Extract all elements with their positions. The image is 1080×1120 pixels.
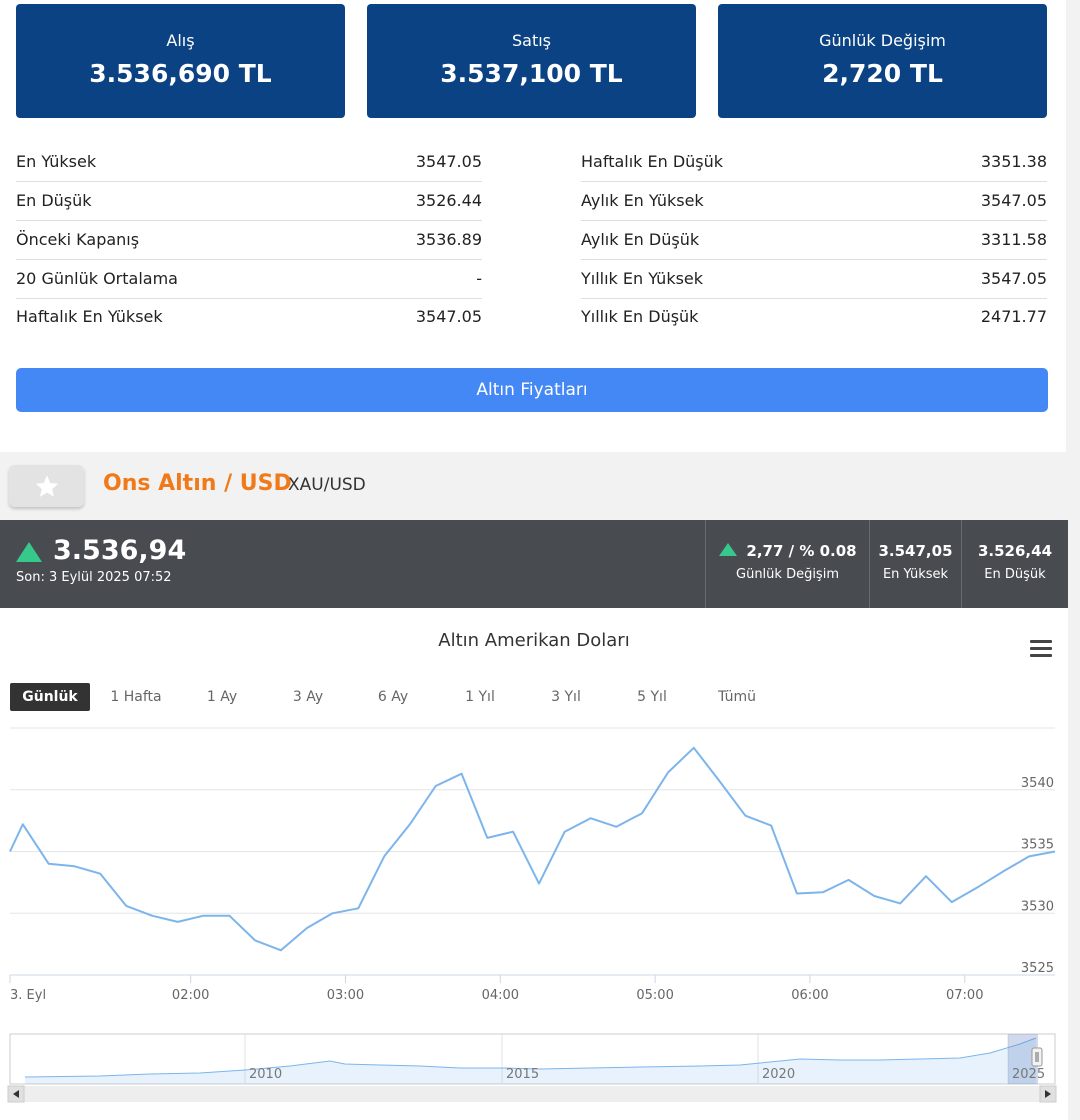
y-tick-label: 3540 [1021, 776, 1054, 791]
sell-price-card: Satış 3.537,100 TL [367, 4, 696, 118]
daily-low-cell: 3.526,44 En Düşük [961, 520, 1068, 608]
stat-value: 3536.89 [415, 230, 482, 249]
quote-change: 2,77 / % 0.08 [746, 542, 857, 560]
stat-row-20day-avg: 20 Günlük Ortalama - [16, 260, 482, 299]
sell-label: Satış [511, 31, 551, 50]
quote-high-label: En Yüksek [882, 567, 949, 582]
daily-change-value: 2,720 TL [822, 59, 943, 88]
x-tick-label: 03:00 [327, 988, 364, 1003]
stat-value: 3311.58 [980, 230, 1047, 249]
navigator-line [24, 1037, 1037, 1078]
buy-price-card: Alış 3.536,690 TL [16, 4, 345, 118]
y-tick-label: 3530 [1021, 899, 1054, 914]
quote-change-label: Günlük Değişim [736, 567, 839, 582]
x-tick-label: 06:00 [791, 988, 828, 1003]
y-tick-label: 3525 [1021, 961, 1054, 976]
stat-row-monthly-high: Aylık En Yüksek 3547.05 [581, 182, 1047, 221]
buy-value: 3.536,690 TL [89, 59, 272, 88]
stat-label: Aylık En Yüksek [581, 191, 704, 210]
range-button-6-month[interactable]: 6 Ay [377, 689, 409, 705]
stat-label: Yıllık En Yüksek [581, 269, 704, 288]
stat-value: 3547.05 [980, 269, 1047, 288]
price-summary-panel: Alış 3.536,690 TL Satış 3.537,100 TL Gün… [0, 0, 1066, 452]
stat-label: Aylık En Düşük [581, 230, 700, 249]
up-arrow-icon [16, 542, 42, 562]
navigator-label: 2010 [249, 1067, 282, 1082]
stat-row-weekly-high: Haftalık En Yüksek 3547.05 [16, 298, 482, 337]
instrument-code: XAU/USD [288, 475, 366, 495]
daily-change-cell: 2,77 / % 0.08 Günlük Değişim [705, 520, 869, 608]
stat-label: Haftalık En Düşük [581, 152, 724, 171]
gold-prices-button[interactable]: Altın Fiyatları [16, 368, 1048, 412]
daily-high-cell: 3.547,05 En Yüksek [869, 520, 961, 608]
stat-label: Önceki Kapanış [16, 230, 140, 249]
x-tick-label: 02:00 [172, 988, 209, 1003]
daily-change-card: Günlük Değişim 2,720 TL [718, 4, 1047, 118]
instrument-title: Ons Altın / USD [103, 471, 292, 496]
range-button-1-month[interactable]: 1 Ay [206, 689, 238, 705]
quote-low-label: En Düşük [984, 567, 1046, 582]
quote-low: 3.526,44 [977, 542, 1053, 560]
navigator-scrollbar[interactable] [8, 1086, 1056, 1102]
x-tick-label: 05:00 [636, 988, 673, 1003]
stat-value: 3547.05 [415, 152, 482, 171]
buy-label: Alış [166, 31, 195, 50]
quote-high: 3.547,05 [878, 542, 953, 560]
navigator-label: 2025 [1012, 1067, 1045, 1082]
sell-value: 3.537,100 TL [440, 59, 623, 88]
chart-menu-icon[interactable] [1030, 640, 1052, 658]
navigator-handle[interactable] [1031, 1047, 1043, 1067]
range-button-1-week[interactable]: 1 Hafta [110, 689, 162, 705]
range-button-1-year[interactable]: 1 Yıl [465, 689, 495, 705]
scroll-left-icon [13, 1090, 19, 1098]
quote-bar: 3.536,94 Son: 3 Eylül 2025 07:52 2,77 / … [0, 520, 1068, 608]
range-button-all[interactable]: Tümü [717, 689, 756, 705]
scroll-right-icon [1045, 1090, 1051, 1098]
stat-row-low: En Düşük 3526.44 [16, 182, 482, 221]
navigator-frame [9, 1033, 1056, 1085]
range-button-3-month[interactable]: 3 Ay [292, 689, 324, 705]
range-button-3-year[interactable]: 3 Yıl [551, 689, 581, 705]
favorite-button[interactable] [9, 465, 84, 507]
navigator-area [25, 1038, 1036, 1084]
chart-title: Altın Amerikan Doları [438, 630, 630, 651]
stat-row-weekly-low: Haftalık En Düşük 3351.38 [581, 143, 1047, 182]
x-tick-label: 04:00 [482, 988, 519, 1003]
daily-change-label: Günlük Değişim [819, 31, 946, 50]
price-chart: Altın Amerikan Doları Günlük 1 Hafta 1 A… [0, 608, 1068, 1120]
chart-navigator[interactable]: 2010 2015 2020 2025 [0, 1028, 1068, 1108]
stat-value: 3351.38 [980, 152, 1047, 171]
range-button-daily[interactable]: Günlük [10, 683, 90, 711]
x-tick-label: 3. Eyl [10, 988, 46, 1003]
stat-row-yearly-low: Yıllık En Düşük 2471.77 [581, 298, 1047, 337]
stat-label: Yıllık En Düşük [581, 307, 699, 326]
navigator-label: 2020 [762, 1067, 795, 1082]
stat-value: - [476, 269, 482, 288]
stat-row-yearly-high: Yıllık En Yüksek 3547.05 [581, 260, 1047, 299]
stat-label: En Düşük [16, 191, 92, 210]
stat-value: 2471.77 [980, 307, 1047, 326]
up-arrow-icon [719, 543, 737, 556]
navigator-label: 2015 [506, 1067, 539, 1082]
last-update-time: Son: 3 Eylül 2025 07:52 [16, 570, 172, 585]
stat-row-monthly-low: Aylık En Düşük 3311.58 [581, 221, 1047, 260]
price-series-line [9, 746, 1056, 952]
y-tick-label: 3535 [1021, 838, 1054, 853]
stat-row-high: En Yüksek 3547.05 [16, 143, 482, 182]
current-price: 3.536,94 [53, 535, 187, 566]
x-tick-label: 07:00 [946, 988, 983, 1003]
stat-value: 3547.05 [415, 307, 482, 326]
stat-row-prev-close: Önceki Kapanış 3536.89 [16, 221, 482, 260]
stat-value: 3547.05 [980, 191, 1047, 210]
stat-label: En Yüksek [16, 152, 97, 171]
stat-label: 20 Günlük Ortalama [16, 269, 178, 288]
star-icon [35, 475, 59, 497]
range-button-5-year[interactable]: 5 Yıl [637, 689, 667, 705]
stat-label: Haftalık En Yüksek [16, 307, 163, 326]
stat-value: 3526.44 [415, 191, 482, 210]
